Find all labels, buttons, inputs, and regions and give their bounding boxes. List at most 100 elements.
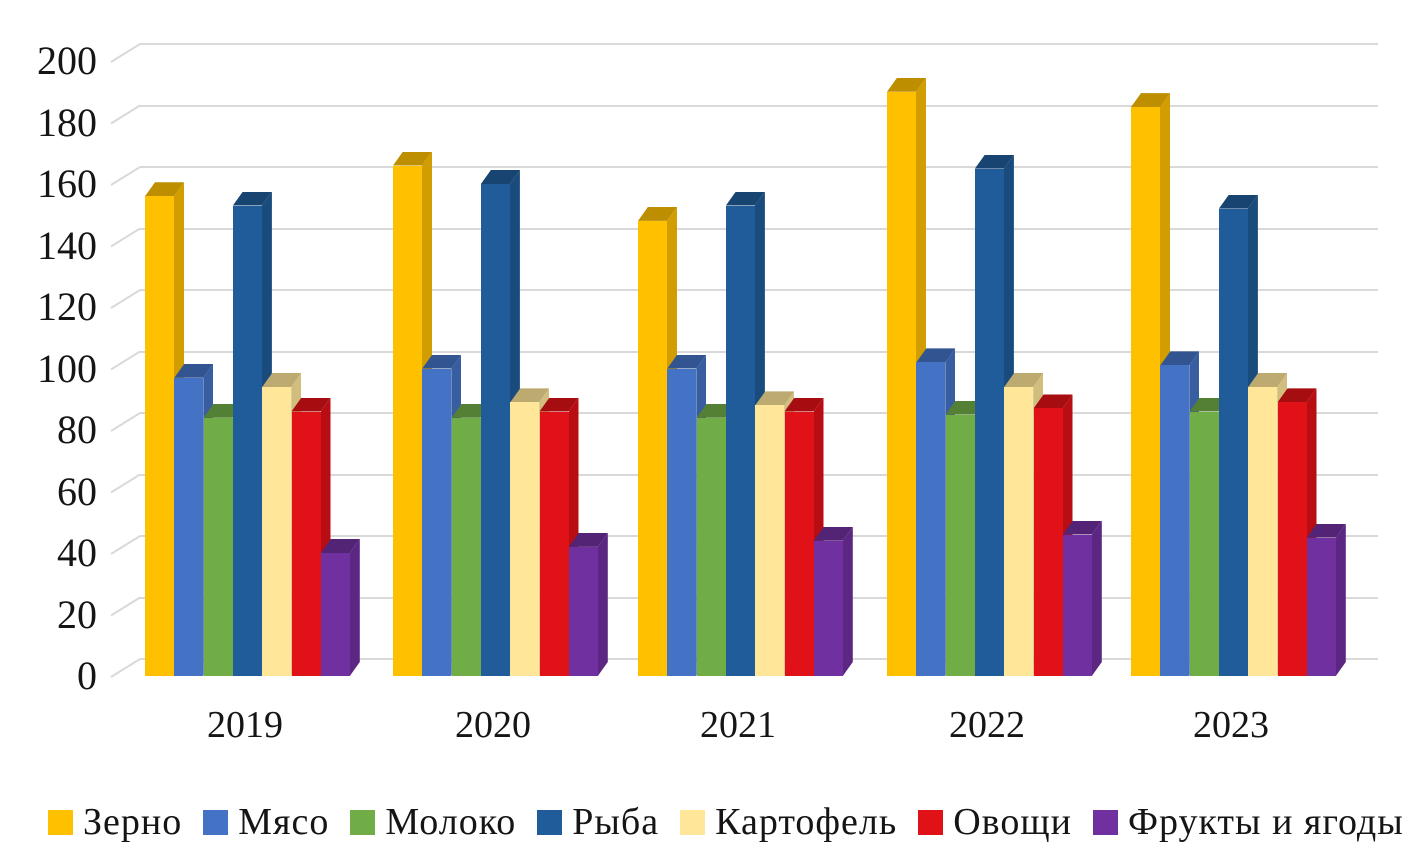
legend-label: Молоко	[385, 801, 517, 843]
bar-top-face	[174, 364, 213, 378]
y-axis-tick-label: 140	[37, 222, 97, 268]
bar-2022-series-1	[916, 362, 946, 676]
bar-top-face	[569, 533, 608, 547]
bar-2021-series-5	[784, 411, 814, 676]
bar-side-face	[1092, 521, 1102, 676]
bar-top-face	[1248, 373, 1287, 387]
bar-top-face	[452, 404, 491, 418]
bar-top-face	[785, 398, 824, 412]
x-axis-category-label: 2019	[207, 704, 283, 746]
x-axis-category-label: 2022	[949, 704, 1025, 746]
bar-2020-series-3	[480, 184, 510, 676]
legend: Зерно Мясо Молоко Рыба Картофель Овощи Фрукты …	[48, 797, 1404, 847]
bar-2021-series-0	[638, 220, 667, 676]
bar-side-face	[321, 398, 331, 676]
bar-top-face	[1190, 398, 1229, 412]
bar-side-face	[569, 398, 579, 676]
legend-item: Картофель	[680, 797, 897, 847]
bar-2022-series-3	[974, 168, 1004, 676]
bar-2023-series-0	[1131, 107, 1160, 676]
legend-swatch-icon	[203, 809, 229, 835]
bar-2023-series-6	[1306, 537, 1336, 676]
bar-2019-series-4	[262, 386, 292, 676]
y-axis-tick-label: 20	[57, 591, 97, 637]
legend-swatch-icon	[350, 809, 376, 835]
bar-top-face	[726, 192, 765, 206]
legend-label: Зерно	[83, 801, 183, 843]
bar-2023-series-2	[1189, 411, 1219, 676]
bar-2020-series-2	[451, 417, 481, 676]
y-axis-tick-label: 200	[37, 38, 97, 83]
legend-swatch-icon	[48, 809, 73, 835]
legend-swatch-icon	[680, 809, 706, 835]
bar-top-face	[975, 155, 1014, 169]
y-axis-tick-label: 60	[57, 468, 97, 514]
bar-top-face	[1307, 524, 1346, 538]
bar-2022-series-4	[1004, 386, 1034, 676]
bar-2021-series-1	[667, 368, 697, 676]
bar-top-face	[1160, 351, 1199, 365]
bar-top-face	[916, 348, 955, 362]
gridline	[140, 43, 1378, 45]
y-axis-tick-label: 160	[37, 161, 97, 206]
x-axis-category-label: 2023	[1193, 704, 1269, 746]
y-axis-tick-label: 40	[57, 530, 97, 575]
bar-top-face	[1034, 394, 1073, 408]
legend-swatch-icon	[1092, 809, 1118, 835]
legend-label: Мясо	[238, 801, 330, 843]
legend-label: Картофель	[715, 801, 898, 843]
bar-2019-series-0	[145, 196, 174, 676]
bar-top-face	[481, 170, 520, 184]
legend-label: Фрукты и ягоды	[1127, 801, 1404, 843]
gridline	[140, 166, 1378, 168]
bar-top-face	[1219, 195, 1258, 209]
bar-top-face	[1063, 521, 1102, 535]
legend-swatch-icon	[537, 809, 563, 835]
bar-top-face	[1004, 373, 1043, 387]
bar-side-face	[1336, 524, 1346, 676]
bar-side-face	[598, 533, 608, 676]
legend-item: Молоко	[350, 797, 516, 847]
bar-2023-series-3	[1218, 208, 1248, 676]
bar-2023-series-4	[1248, 386, 1278, 676]
bar-top-face	[292, 398, 331, 412]
bar-top-face	[1278, 388, 1317, 402]
bar-top-face	[755, 391, 794, 405]
bar-top-face	[422, 355, 461, 369]
bar-2022-series-0	[887, 91, 916, 676]
y-axis-tick-label: 180	[37, 99, 97, 145]
bar-2023-series-5	[1277, 402, 1307, 676]
bar-top-face	[638, 207, 677, 221]
bar-top-face	[145, 182, 184, 196]
legend-item: Рыба	[537, 797, 659, 847]
y-axis-tick-label: 80	[57, 407, 97, 452]
legend-swatch-icon	[918, 809, 944, 835]
bar-2023-series-1	[1160, 365, 1190, 676]
bar-top-face	[393, 152, 432, 166]
bar-2020-series-1	[422, 368, 452, 676]
x-axis-category-label: 2021	[700, 704, 776, 746]
bar-2021-series-6	[813, 540, 843, 676]
bar-top-face	[233, 192, 272, 206]
bar-top-face	[262, 373, 301, 387]
bar-2019-series-3	[232, 205, 262, 676]
legend-label: Рыба	[572, 801, 660, 843]
bar-top-face	[1131, 93, 1170, 107]
bar-top-face	[321, 539, 360, 553]
gridline	[140, 104, 1378, 107]
bar-top-face	[887, 78, 926, 92]
y-axis-tick-label: 100	[37, 345, 97, 391]
legend-item: Мясо	[203, 797, 329, 847]
legend-item: Фрукты и ягоды	[1092, 797, 1404, 847]
bar-top-face	[204, 404, 243, 418]
bar-top-face	[510, 388, 549, 402]
bar-2020-series-4	[510, 402, 540, 676]
legend-label: Овощи	[953, 801, 1072, 843]
bar-2022-series-6	[1062, 534, 1092, 676]
bar-2021-series-2	[696, 417, 726, 676]
bar-2022-series-2	[945, 414, 975, 676]
legend-item: Овощи	[918, 797, 1072, 847]
bar-top-face	[946, 401, 985, 415]
bar-2021-series-3	[725, 205, 755, 676]
